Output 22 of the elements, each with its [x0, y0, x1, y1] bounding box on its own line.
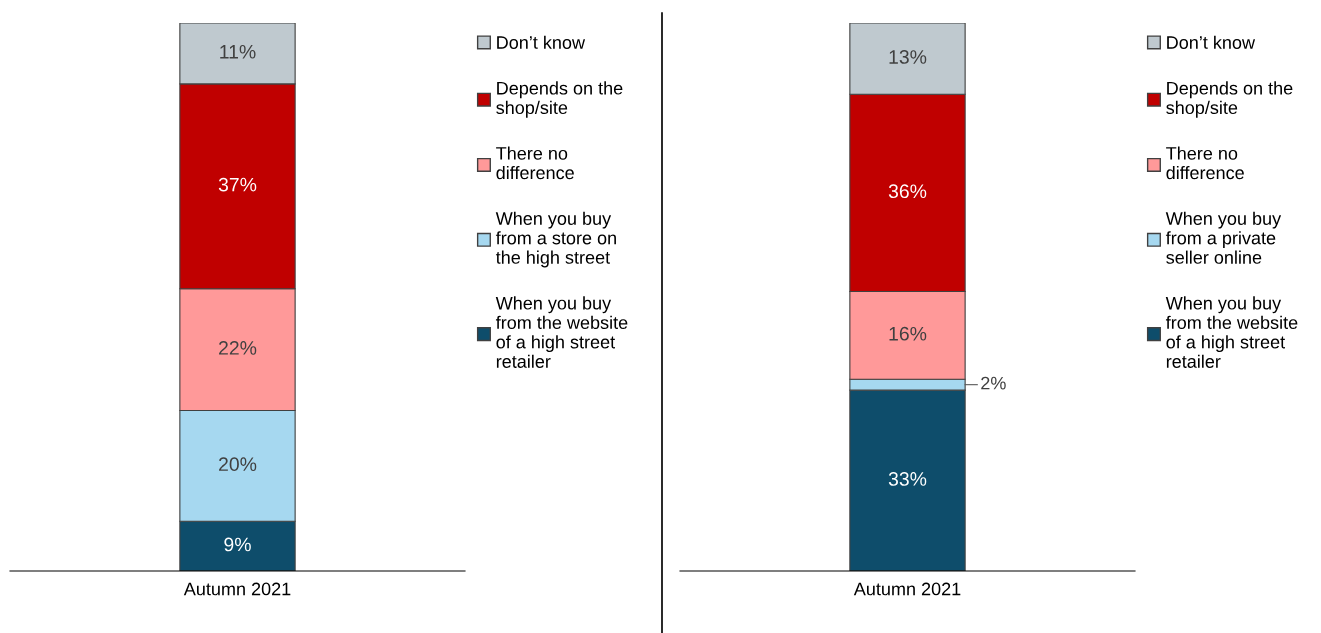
- legend-label: When you buy from a store on the high street: [495, 211, 616, 268]
- data-label: 16%: [889, 326, 927, 341]
- data-label: 36%: [888, 184, 927, 199]
- data-label: 11%: [220, 44, 256, 59]
- data-label: 13%: [889, 50, 927, 64]
- legend-label: When you buy from a private seller online: [1165, 211, 1282, 264]
- legend-label: There no difference: [496, 146, 574, 180]
- legend-label: Depends on the shop/site: [1166, 81, 1293, 118]
- legend-label: Don’t know: [497, 35, 586, 49]
- legend-label: Depends on the shop/site: [496, 81, 623, 118]
- legend-label: When you buy from the website of a high street retailer: [495, 296, 628, 368]
- legend-label: When you buy from the website of a high street retailer: [1165, 296, 1298, 368]
- data-label: 37%: [218, 177, 257, 192]
- data-label: 33%: [888, 472, 927, 486]
- x-tick-label: Autumn 2021: [853, 582, 961, 596]
- x-tick-label: Autumn 2021: [183, 582, 291, 596]
- data-label: 22%: [219, 341, 257, 355]
- data-label: 20%: [219, 457, 257, 472]
- data-label: 9%: [224, 537, 251, 552]
- legend-label: Don’t know: [1167, 35, 1256, 49]
- data-label: 2%: [981, 376, 1006, 390]
- legend-label: There no difference: [1166, 146, 1244, 180]
